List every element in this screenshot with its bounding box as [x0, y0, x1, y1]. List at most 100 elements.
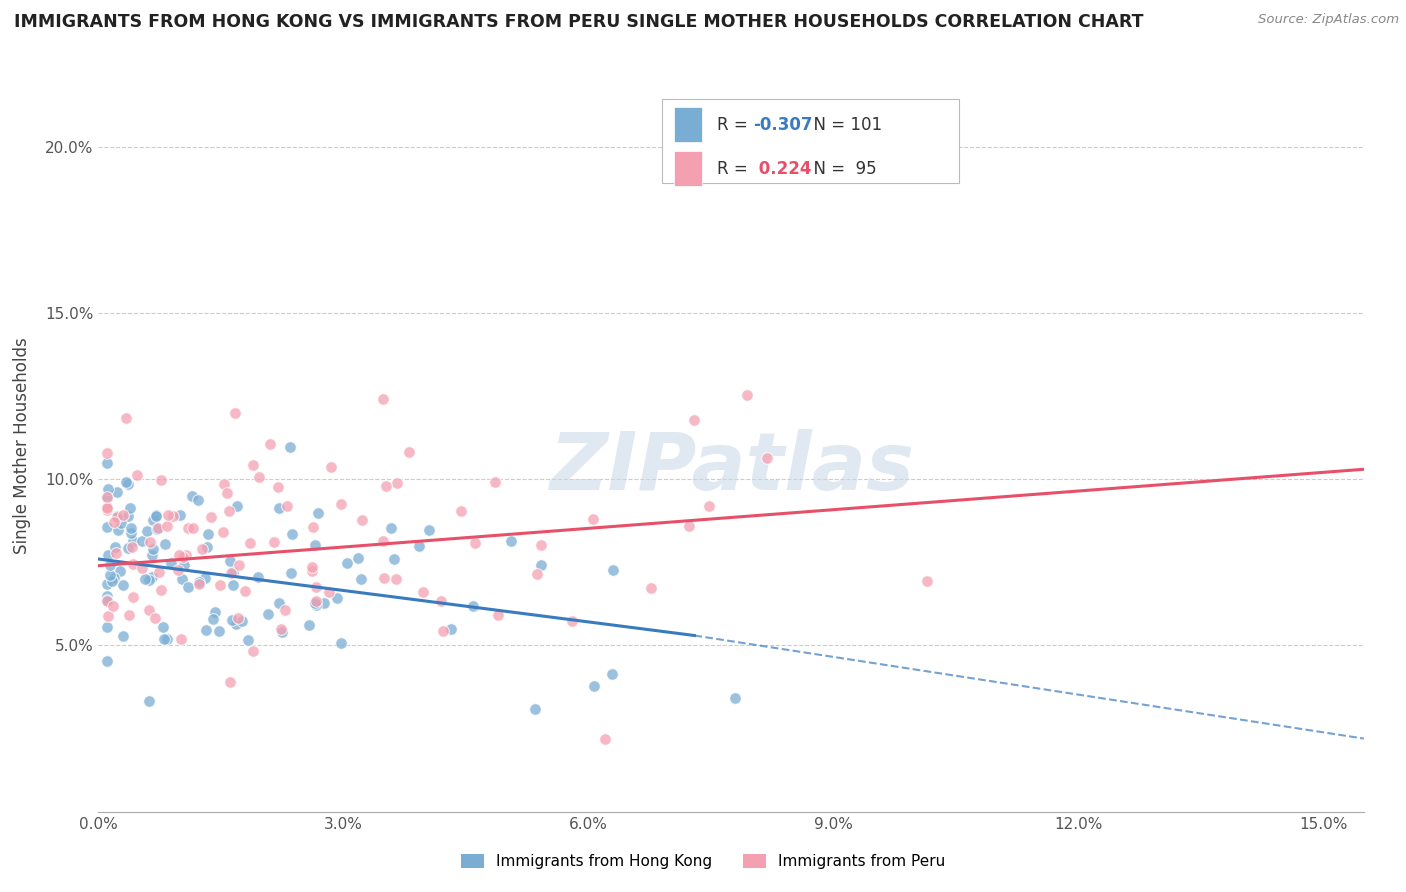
Point [219, 566, 242, 580]
Point [305, 593, 328, 607]
Point [735, 388, 758, 402]
Point [212, 525, 235, 540]
Point [141, 548, 163, 562]
Point [148, 565, 170, 579]
Point [111, 508, 134, 523]
Point [120, 501, 142, 516]
Point [143, 610, 166, 624]
Point [915, 574, 938, 588]
Point [118, 607, 141, 622]
Point [145, 509, 167, 524]
Point [145, 508, 167, 522]
Point [96, 500, 118, 514]
Point [122, 557, 145, 571]
Point [96, 520, 118, 534]
Point [105, 484, 128, 499]
Point [157, 508, 180, 523]
Point [682, 413, 704, 427]
Point [138, 603, 160, 617]
Text: -0.307: -0.307 [752, 116, 813, 134]
Point [221, 613, 243, 627]
Point [156, 519, 179, 533]
Point [225, 616, 247, 631]
Point [172, 550, 194, 565]
Point [208, 624, 231, 639]
Point [195, 540, 218, 554]
Point [187, 577, 209, 591]
Point [138, 694, 160, 708]
Point [276, 499, 298, 513]
Point [212, 477, 235, 491]
Point [236, 633, 259, 648]
Point [149, 583, 172, 598]
Point [97, 482, 120, 496]
Point [215, 485, 238, 500]
Point [105, 509, 128, 524]
Point [146, 522, 169, 536]
Point [221, 565, 243, 579]
Point [96, 503, 118, 517]
Text: R =: R = [717, 160, 754, 178]
Point [200, 510, 222, 524]
Point [103, 515, 125, 529]
FancyBboxPatch shape [675, 152, 702, 186]
Text: 0.224: 0.224 [752, 160, 811, 178]
Point [96, 589, 118, 603]
Point [98, 558, 121, 573]
Point [581, 512, 603, 526]
Point [96, 577, 118, 591]
Point [314, 596, 336, 610]
Point [412, 585, 434, 599]
Point [239, 536, 262, 550]
Point [191, 542, 214, 557]
Point [181, 490, 204, 504]
Point [602, 564, 624, 578]
Point [114, 411, 136, 425]
Point [193, 571, 215, 585]
Point [156, 632, 179, 646]
Point [297, 618, 319, 632]
Point [110, 565, 132, 579]
Point [380, 521, 402, 535]
Point [96, 491, 118, 505]
Point [385, 475, 408, 490]
Point [120, 526, 142, 541]
Point [96, 592, 118, 607]
Point [499, 534, 522, 549]
Point [96, 500, 118, 515]
Point [174, 548, 197, 562]
Point [352, 513, 374, 527]
Point [104, 540, 127, 554]
Point [440, 623, 463, 637]
Point [408, 539, 430, 553]
Point [301, 560, 323, 574]
Text: ZIPatlas: ZIPatlas [548, 429, 914, 507]
Point [170, 572, 193, 586]
Point [139, 535, 162, 549]
Point [526, 567, 548, 582]
FancyBboxPatch shape [675, 107, 702, 143]
Point [278, 440, 301, 454]
Point [101, 574, 124, 588]
Point [131, 560, 153, 574]
Point [302, 520, 325, 534]
Point [142, 541, 165, 556]
Point [105, 510, 128, 524]
Point [107, 523, 129, 537]
Point [224, 406, 246, 420]
Point [266, 480, 288, 494]
Point [152, 632, 174, 646]
Point [134, 572, 156, 586]
Point [127, 468, 149, 483]
Point [398, 444, 420, 458]
Point [96, 490, 118, 504]
Point [112, 577, 135, 591]
Point [181, 520, 204, 534]
Text: R =: R = [717, 116, 754, 134]
Point [155, 537, 177, 551]
Point [524, 702, 547, 716]
Point [141, 570, 163, 584]
Point [382, 551, 405, 566]
Point [242, 644, 264, 658]
Point [267, 500, 290, 515]
